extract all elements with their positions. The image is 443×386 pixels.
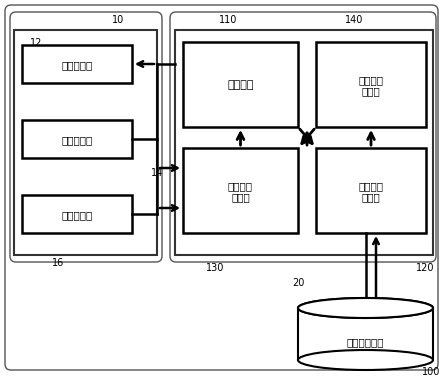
Text: 加工状态
测定部: 加工状态 测定部 [228, 181, 253, 202]
Bar [183, 42, 298, 127]
Text: 声学传感器: 声学传感器 [62, 135, 93, 145]
Bar [316, 42, 426, 127]
Ellipse shape [298, 298, 433, 318]
Bar [183, 148, 298, 233]
Text: 外部存储装置: 外部存储装置 [347, 337, 384, 347]
Text: 100: 100 [422, 367, 440, 377]
Text: 开始位置
决定部: 开始位置 决定部 [358, 75, 384, 96]
Text: 130: 130 [206, 263, 224, 273]
Text: 加工控制部: 加工控制部 [62, 60, 93, 70]
Bar [298, 308, 433, 360]
Text: 110: 110 [219, 15, 237, 25]
Text: 16: 16 [52, 258, 64, 268]
Text: 20: 20 [292, 278, 304, 288]
Bar [22, 120, 132, 158]
Text: 10: 10 [112, 15, 124, 25]
Bar [22, 195, 132, 233]
Text: 140: 140 [345, 15, 363, 25]
Bar [22, 45, 132, 83]
Bar [14, 30, 157, 255]
Ellipse shape [298, 350, 433, 370]
Ellipse shape [298, 298, 433, 318]
Bar [175, 30, 433, 255]
Text: 14: 14 [151, 168, 163, 178]
Text: 120: 120 [416, 263, 434, 273]
Bar [316, 148, 426, 233]
Text: 12: 12 [30, 38, 43, 48]
Text: 主控制部: 主控制部 [227, 81, 254, 90]
Text: 加工程序
解析部: 加工程序 解析部 [358, 181, 384, 202]
Text: 负荷传感器: 负荷传感器 [62, 210, 93, 220]
